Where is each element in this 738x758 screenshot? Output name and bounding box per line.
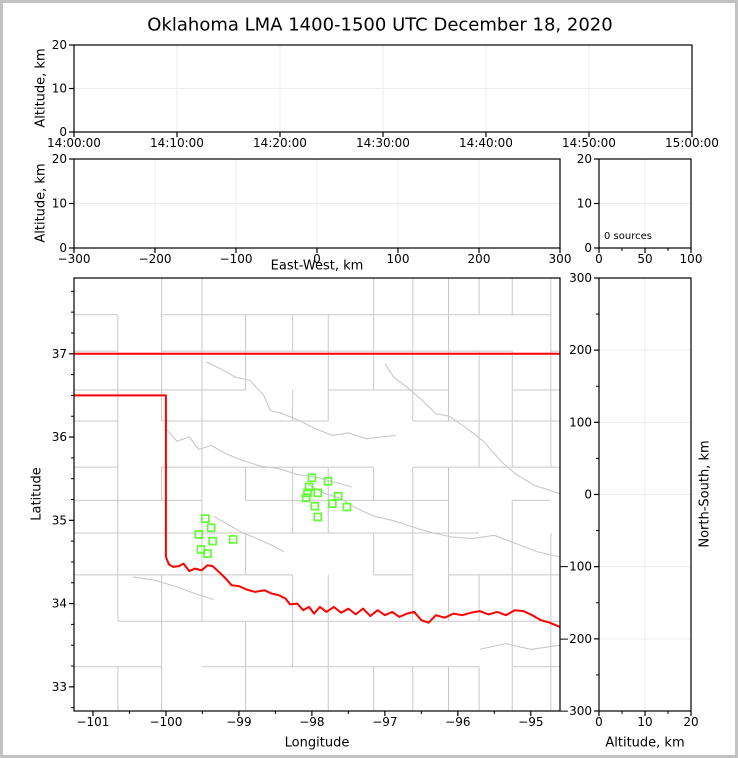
svg-text:300: 300: [569, 271, 592, 285]
svg-text:35: 35: [52, 513, 67, 527]
ns-height-panel: 0 10 20 300 200 100 0 −100 −200 −300: [559, 271, 699, 729]
svg-text:15:00:00: 15:00:00: [665, 136, 719, 150]
alt-histogram-panel: 0 50 100 0 10 20: [577, 152, 703, 266]
svg-text:14:10:00: 14:10:00: [150, 136, 204, 150]
svg-text:0: 0: [584, 488, 592, 502]
svg-text:14:20:00: 14:20:00: [253, 136, 307, 150]
svg-text:200: 200: [468, 252, 491, 266]
map-xlabel: Longitude: [284, 735, 350, 751]
station-marker: [333, 491, 343, 501]
svg-text:50: 50: [637, 252, 652, 266]
svg-text:100: 100: [387, 252, 410, 266]
station-marker: [323, 476, 333, 486]
svg-text:−100: −100: [220, 252, 253, 266]
svg-text:0: 0: [59, 125, 67, 139]
station-marker: [206, 523, 216, 533]
plot-canvas: 14:00:00 14:10:00 14:20:00 14:30:00 14:40:00…: [47, 38, 719, 729]
svg-text:10: 10: [637, 715, 652, 729]
svg-text:20: 20: [52, 38, 67, 52]
station-marker: [203, 549, 212, 558]
svg-text:20: 20: [683, 715, 698, 729]
svg-text:−95: −95: [518, 715, 543, 729]
svg-text:−96: −96: [445, 715, 470, 729]
svg-text:36: 36: [52, 430, 67, 444]
svg-text:−200: −200: [139, 252, 172, 266]
station-marker: [208, 536, 217, 546]
svg-text:0: 0: [313, 252, 321, 266]
ns-height-xlabel: Altitude, km: [605, 735, 685, 751]
svg-text:200: 200: [569, 343, 592, 357]
time-height-panel: 14:00:00 14:10:00 14:20:00 14:30:00 14:40:00…: [47, 38, 719, 150]
svg-text:0: 0: [595, 715, 603, 729]
svg-text:100: 100: [569, 415, 592, 429]
time-height-panel-ticks: 14:00:00 14:10:00 14:20:00 14:30:00 14:40:00…: [47, 38, 719, 150]
svg-text:20: 20: [52, 152, 67, 166]
map-panel-ticks: −101 −100 −99 −98 −97 −96 −95 33 34 35 36 37: [52, 290, 543, 729]
svg-text:14:40:00: 14:40:00: [459, 136, 513, 150]
svg-text:33: 33: [52, 680, 67, 694]
ew-height-ylabel: Altitude, km: [33, 163, 49, 243]
histogram-annotation: 0 sources: [604, 231, 652, 242]
station-marker: [301, 493, 311, 503]
svg-text:0: 0: [595, 252, 603, 266]
station-marker: [313, 488, 323, 498]
map-ylabel: Latitude: [29, 467, 45, 521]
svg-text:10: 10: [52, 197, 67, 211]
svg-text:10: 10: [52, 82, 67, 96]
svg-text:−300: −300: [58, 252, 91, 266]
svg-text:−300: −300: [559, 704, 592, 718]
svg-text:0: 0: [59, 241, 67, 255]
svg-text:−100: −100: [149, 715, 182, 729]
svg-text:37: 37: [52, 347, 67, 361]
ew-height-xlabel: East-West, km: [270, 258, 364, 274]
figure-title: Oklahoma LMA 1400-1500 UTC December 18, …: [147, 14, 613, 36]
map-panel: −101 −100 −99 −98 −97 −96 −95 33 34 35 36 37: [52, 277, 561, 729]
station-marker: [304, 482, 314, 492]
svg-text:−98: −98: [299, 715, 324, 729]
ns-height-ylabel: North-South, km: [697, 440, 713, 548]
state-border: [74, 352, 560, 628]
svg-text:10: 10: [577, 197, 592, 211]
svg-text:14:50:00: 14:50:00: [562, 136, 616, 150]
svg-text:34: 34: [52, 597, 67, 611]
river-lines: [133, 361, 560, 650]
svg-text:14:30:00: 14:30:00: [356, 136, 410, 150]
station-marker: [327, 499, 337, 509]
svg-text:−101: −101: [76, 715, 109, 729]
svg-text:−200: −200: [559, 632, 592, 646]
ew-height-panel-ticks: −300 −200 −100 0 100 200 300 0 10 20: [52, 152, 572, 266]
station-markers: [194, 473, 352, 558]
svg-text:−100: −100: [559, 560, 592, 574]
county-grid: [74, 278, 560, 711]
svg-text:−97: −97: [372, 715, 397, 729]
svg-text:14:00:00: 14:00:00: [47, 136, 101, 150]
svg-text:100: 100: [680, 252, 703, 266]
ns-height-panel-ticks: 0 10 20 300 200 100 0 −100 −200 −300: [559, 271, 699, 729]
station-marker: [307, 473, 317, 483]
alt-histogram-panel-ticks: 0 50 100 0 10 20: [577, 152, 703, 266]
station-marker: [310, 501, 320, 511]
station-marker: [342, 502, 352, 512]
map-content: [74, 278, 560, 711]
station-marker: [303, 488, 312, 498]
station-marker: [194, 530, 204, 539]
svg-text:−99: −99: [226, 715, 251, 729]
station-marker: [313, 512, 323, 522]
time-height-ylabel: Altitude, km: [33, 48, 49, 128]
svg-text:20: 20: [577, 152, 592, 166]
svg-text:0: 0: [584, 241, 592, 255]
station-marker: [201, 514, 210, 523]
ew-height-panel: −300 −200 −100 0 100 200 300 0 10 20: [52, 152, 572, 266]
svg-text:300: 300: [549, 252, 572, 266]
station-marker: [228, 535, 238, 544]
